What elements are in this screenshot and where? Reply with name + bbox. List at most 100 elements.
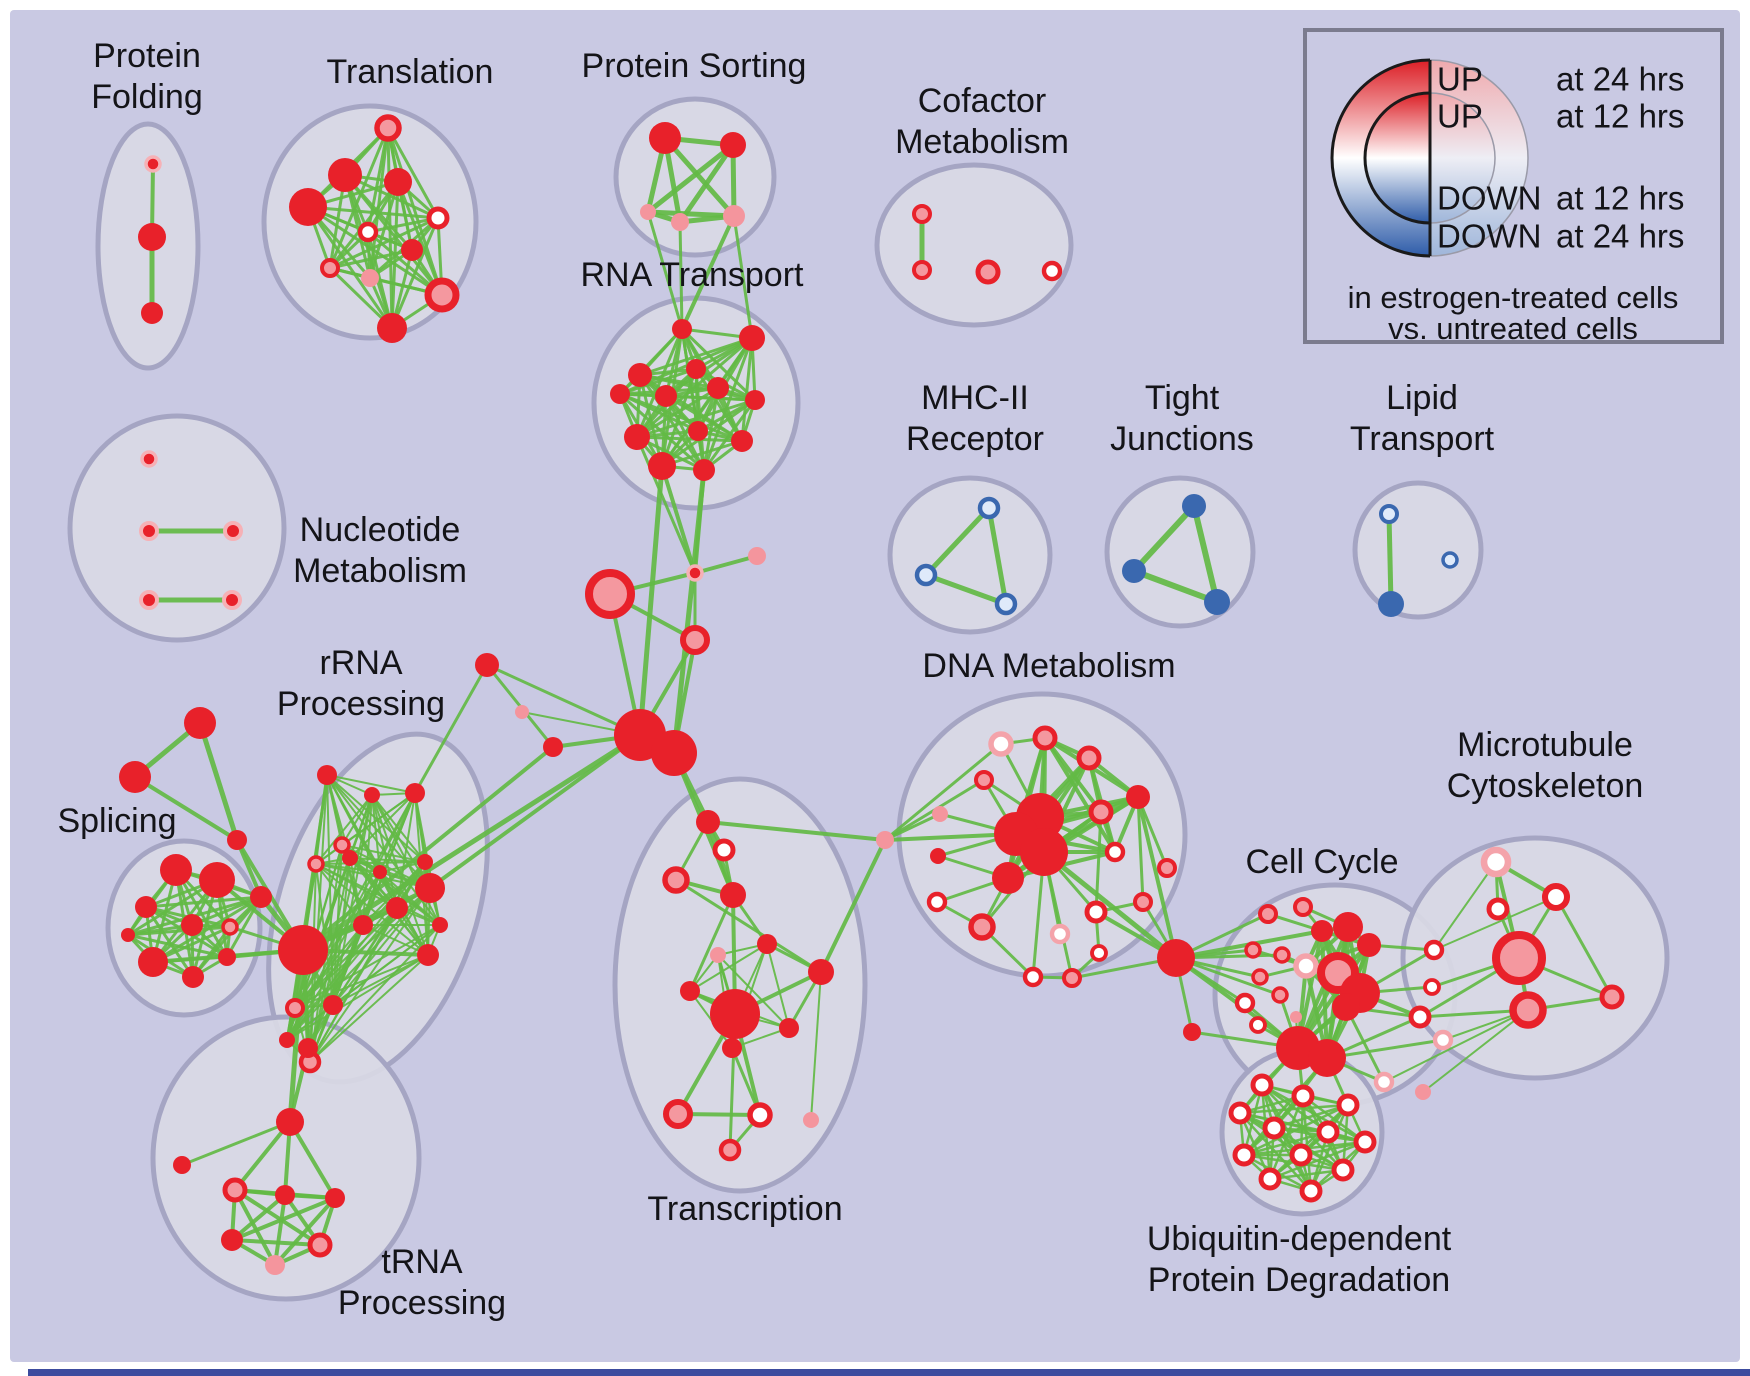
network-node-69 — [323, 995, 343, 1015]
cluster-label-protein-sorting-line0: Protein Sorting — [582, 47, 807, 85]
network-edge — [349, 792, 416, 859]
network-node-154 — [1336, 1093, 1360, 1117]
cluster-label-mhc-ii-receptor-line1: Receptor — [906, 420, 1044, 458]
network-node-142 — [1408, 1005, 1432, 1029]
legend-time-1: at 12 hrs — [1556, 98, 1684, 135]
legend-circle-half — [1365, 93, 1430, 223]
network-node-88 — [680, 981, 700, 1001]
network-node-139 — [1183, 1023, 1201, 1041]
network-node-70 — [285, 998, 305, 1018]
network-node-81 — [265, 1255, 285, 1275]
network-edge — [1422, 1009, 1529, 1093]
network-node-133 — [1234, 992, 1256, 1014]
network-node-15 — [720, 132, 746, 158]
network-node-135 — [1271, 986, 1289, 1004]
cluster-label-tight-junctions-line1: Junctions — [1110, 420, 1254, 458]
network-node-98 — [988, 731, 1014, 757]
network-edge — [706, 820, 887, 842]
network-node-123 — [1311, 920, 1333, 942]
network-node-92 — [722, 1038, 742, 1058]
network-edge — [332, 861, 426, 1006]
network-node-86 — [757, 934, 777, 954]
network-edge — [301, 745, 555, 952]
network-node-63 — [353, 915, 373, 935]
legend-direction-2: DOWN — [1437, 180, 1541, 217]
cluster-label-mhc-ii-receptor-line0: MHC-II — [921, 379, 1029, 417]
network-node-122 — [1293, 897, 1313, 917]
network-edge — [485, 663, 642, 737]
network-node-1 — [138, 223, 166, 251]
cluster-label-trna-processing-line0: tRNA — [381, 1243, 463, 1281]
legend-inner-ring — [1363, 91, 1431, 225]
network-node-38 — [585, 569, 635, 619]
network-edge — [328, 216, 440, 270]
network-edge — [1043, 736, 1117, 854]
network-node-149 — [1492, 931, 1546, 985]
network-node-138 — [1308, 1039, 1346, 1077]
network-edge — [197, 720, 240, 843]
network-node-168 — [222, 590, 242, 610]
network-node-67 — [417, 944, 439, 966]
network-node-124 — [1333, 912, 1363, 942]
network-node-118 — [1062, 968, 1082, 988]
network-node-73 — [298, 1038, 318, 1058]
network-node-43 — [119, 761, 151, 793]
network-edge — [1131, 503, 1197, 574]
network-node-31 — [624, 424, 650, 450]
network-node-53 — [221, 918, 239, 936]
cluster-ellipse-nucleotide-metabolism — [67, 413, 287, 643]
network-node-32 — [688, 421, 708, 441]
network-node-115 — [1049, 923, 1071, 945]
network-node-84 — [662, 866, 690, 894]
network-node-150 — [1509, 991, 1547, 1029]
network-node-172 — [1182, 494, 1206, 518]
network-node-27 — [707, 377, 729, 399]
network-node-116 — [1133, 892, 1153, 912]
network-edge — [618, 367, 698, 396]
network-node-159 — [1232, 1143, 1256, 1167]
network-node-114 — [1084, 900, 1108, 924]
cluster-label-ubiquitin-degradation-line0: Ubiquitin-dependent — [1147, 1220, 1452, 1258]
network-node-103 — [932, 806, 948, 822]
network-node-56 — [364, 787, 380, 803]
network-edge — [664, 394, 757, 402]
legend-circle-half — [1430, 93, 1495, 223]
cluster-label-rrna-processing-line0: rRNA — [319, 644, 402, 682]
cluster-label-translation-line0: Translation — [327, 53, 494, 91]
network-edge — [133, 775, 239, 842]
network-edge — [1383, 1009, 1529, 1083]
cluster-label-lipid-transport-line0: Lipid — [1386, 379, 1458, 417]
network-edge — [309, 861, 426, 1063]
network-node-97 — [876, 831, 894, 849]
network-node-151 — [1599, 984, 1625, 1010]
network-edge — [986, 505, 1009, 607]
network-node-61 — [342, 850, 358, 866]
network-edge — [332, 794, 373, 1006]
network-node-102 — [1126, 785, 1150, 809]
network-node-23 — [672, 319, 692, 339]
network-edge — [635, 327, 684, 439]
network-node-121 — [1258, 904, 1278, 924]
network-node-161 — [1331, 1158, 1355, 1182]
network-node-44 — [227, 830, 247, 850]
network-edge — [306, 205, 394, 330]
network-edge — [386, 126, 440, 220]
network-node-132 — [1251, 968, 1269, 986]
network-node-136 — [1290, 1011, 1302, 1023]
network-nodes — [119, 114, 1625, 1275]
network-node-2 — [141, 302, 163, 324]
network-node-145 — [1415, 1084, 1431, 1100]
network-edge — [1268, 1168, 1345, 1181]
cluster-label-nucleotide-metabolism-line0: Nucleotide — [300, 511, 461, 549]
network-node-11 — [361, 269, 379, 287]
network-node-179 — [475, 653, 499, 677]
network-edge — [637, 463, 665, 738]
network-edge — [309, 774, 328, 1063]
network-node-49 — [250, 886, 272, 908]
network-node-101 — [974, 770, 994, 790]
network-edge — [678, 220, 684, 331]
legend-outer-ring — [1330, 58, 1431, 258]
network-node-93 — [663, 1099, 693, 1129]
network-node-164 — [140, 450, 158, 468]
network-node-4 — [328, 158, 362, 192]
